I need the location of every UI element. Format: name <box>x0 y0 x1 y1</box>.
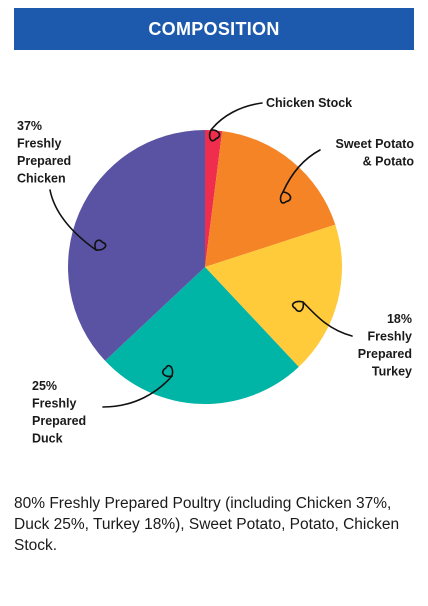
composition-header: COMPOSITION <box>14 8 414 50</box>
slice-label-line: Duck <box>32 432 63 446</box>
slice-label-line: Freshly <box>32 397 77 411</box>
pie-slice-freshly-prepared-turkey <box>205 224 342 367</box>
header-title: COMPOSITION <box>148 18 280 39</box>
slice-label-freshly-prepared-chicken: 37% Freshly Prepared Chicken <box>17 119 71 186</box>
slice-label-line: 18% <box>387 312 412 326</box>
leader-line-1 <box>282 149 321 193</box>
slice-label-line: Prepared <box>17 154 71 168</box>
slice-label-line: 25% <box>32 379 57 393</box>
arrowhead-1 <box>279 191 292 204</box>
slice-label-line: Freshly <box>17 137 62 151</box>
slice-label-chicken-stock: Chicken Stock <box>266 96 352 110</box>
arrowhead-4 <box>94 239 107 251</box>
slice-label-freshly-prepared-turkey: 18% Freshly Prepared Turkey <box>358 312 412 379</box>
slice-label-line: Prepared <box>32 414 86 428</box>
slice-label-line: Prepared <box>358 347 412 361</box>
arrowhead-2 <box>291 300 305 312</box>
pie-arrows <box>49 102 353 408</box>
slice-label-line: Chicken <box>17 172 66 186</box>
pie-slice-chicken-stock <box>205 130 223 267</box>
slice-label-line: Sweet Potato <box>336 137 415 151</box>
arrowhead-0 <box>208 129 221 142</box>
pie-slice-freshly-prepared-duck <box>105 267 299 404</box>
leader-line-0 <box>210 102 263 131</box>
arrowhead-3 <box>162 364 174 378</box>
slice-label-line: & Potato <box>363 155 415 169</box>
leader-line-2 <box>302 301 353 337</box>
composition-caption: 80% Freshly Prepared Poultry (including … <box>14 495 400 554</box>
slice-label-line: Chicken Stock <box>266 96 352 110</box>
pie-slices <box>68 130 342 404</box>
leader-line-4 <box>49 189 97 251</box>
pie-slice-sweet-potato-potato <box>205 131 336 267</box>
leader-line-3 <box>102 375 173 408</box>
slice-label-line: 37% <box>17 119 42 133</box>
slice-label-line: Turkey <box>372 365 412 379</box>
pie-slice-freshly-prepared-chicken <box>68 130 205 361</box>
slice-label-line: Freshly <box>368 330 413 344</box>
pie-labels: Chicken Stock Sweet Potato & Potato 18% Fres… <box>17 96 414 446</box>
slice-label-sweet-potato-potato: Sweet Potato & Potato <box>336 137 415 169</box>
composition-pie-chart: Chicken Stock Sweet Potato & Potato 18% Fres… <box>17 96 414 446</box>
slice-label-freshly-prepared-duck: 25% Freshly Prepared Duck <box>32 379 86 446</box>
